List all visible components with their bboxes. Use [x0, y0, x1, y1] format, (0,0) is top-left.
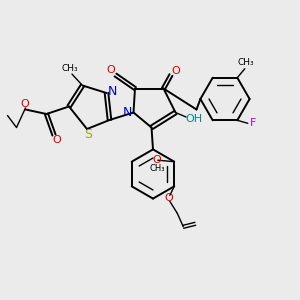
Text: N: N	[108, 85, 117, 98]
Text: CH₃: CH₃	[238, 58, 255, 67]
Text: O: O	[20, 99, 29, 109]
Text: CH₃: CH₃	[61, 64, 78, 73]
Text: O: O	[152, 154, 161, 165]
Text: O: O	[172, 65, 181, 76]
Text: F: F	[250, 118, 256, 128]
Text: S: S	[85, 128, 92, 141]
Text: O: O	[106, 65, 116, 75]
Text: O: O	[52, 135, 62, 146]
Text: O: O	[165, 193, 174, 203]
Text: N: N	[123, 106, 132, 119]
Text: OH: OH	[185, 114, 203, 124]
Text: CH₃: CH₃	[149, 164, 165, 173]
